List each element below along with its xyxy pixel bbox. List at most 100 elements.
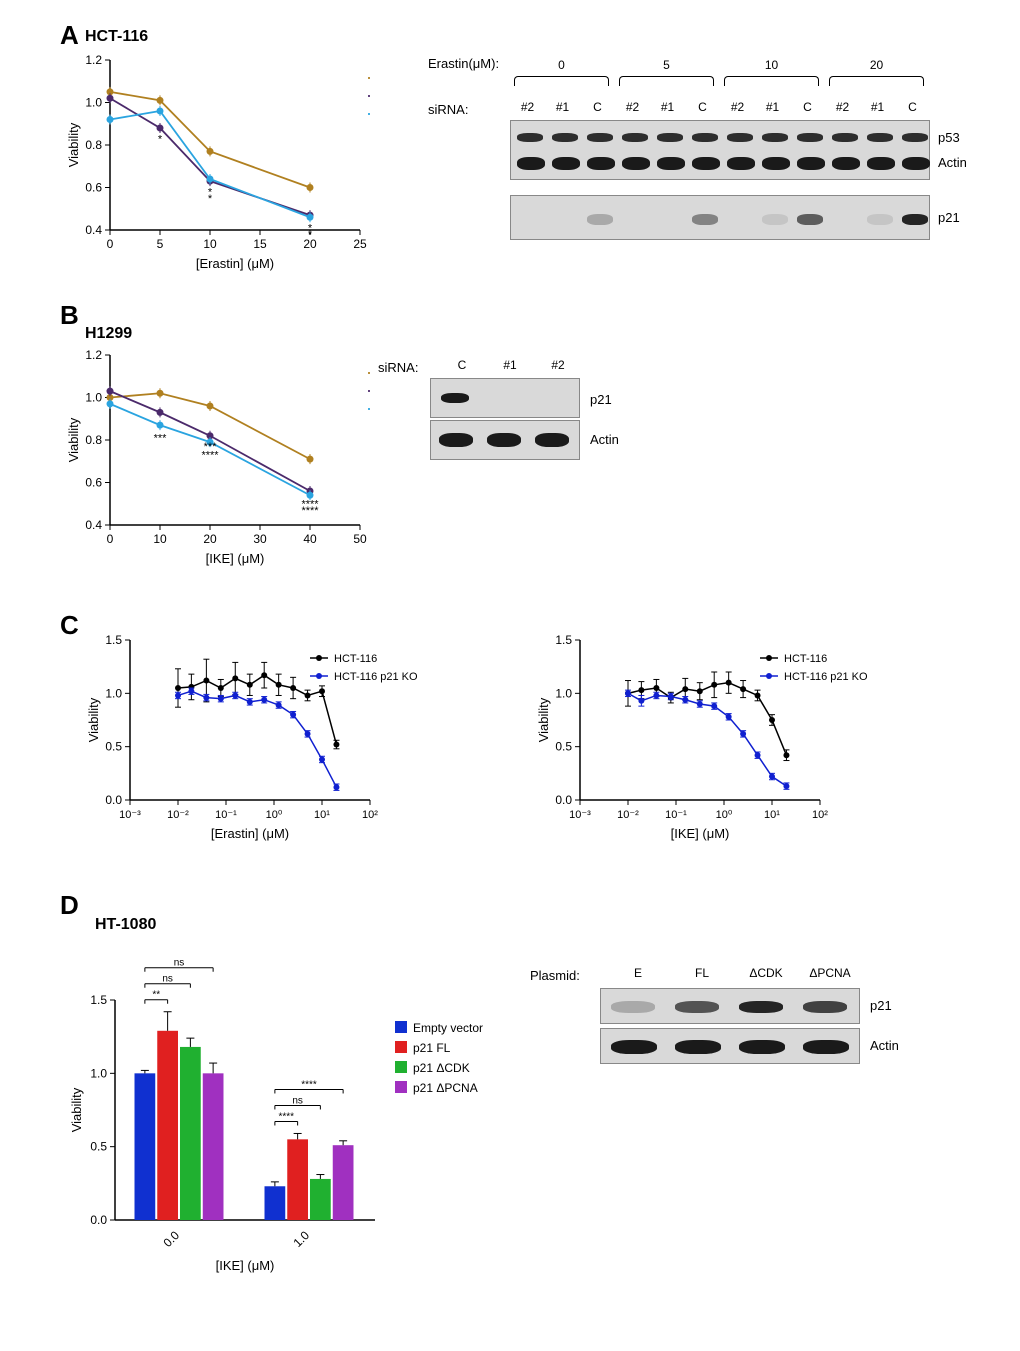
svg-text:****: **** (301, 505, 319, 517)
svg-text:****: **** (301, 1079, 317, 1090)
svg-text:1.0: 1.0 (105, 686, 122, 700)
panel-a-group-label: 20 (829, 58, 924, 72)
svg-text:****: **** (278, 1111, 294, 1122)
panel-a-lane-label: C (895, 100, 930, 114)
svg-text:40: 40 (303, 532, 317, 546)
svg-text:0.4: 0.4 (85, 223, 102, 237)
svg-text:*: * (158, 133, 163, 145)
panel-a-blot-p21 (510, 195, 930, 240)
svg-text:HCT-116: HCT-116 (784, 653, 827, 665)
svg-text:*: * (308, 229, 313, 241)
panel-d-label: D (60, 890, 79, 921)
svg-text:1.0: 1.0 (85, 391, 102, 405)
svg-text:0.8: 0.8 (85, 138, 102, 152)
panel-a-p53-label: p53 (938, 130, 960, 145)
panel-c-chart-left: 10⁻³10⁻²10⁻¹10⁰10¹10²0.00.51.01.5[Erasti… (80, 630, 480, 860)
panel-d-lane-label: FL (670, 966, 734, 980)
svg-text:10⁻¹: 10⁻¹ (665, 809, 687, 821)
svg-text:*: * (208, 193, 213, 205)
panel-b-chart: 010203040500.40.60.81.01.2[IKE] (μM)Viab… (60, 345, 370, 575)
svg-text:0.4: 0.4 (85, 518, 102, 532)
panel-d-lane-label: ΔPCNA (798, 966, 862, 980)
panel-b-lane-label: #1 (486, 358, 534, 372)
panel-d-sublabel: HT-1080 (95, 916, 156, 934)
panel-a-lane-label: #1 (860, 100, 895, 114)
panel-b-actin-label: Actin (590, 432, 619, 447)
svg-text:[IKE] (μM): [IKE] (μM) (206, 551, 265, 566)
panel-a-group-bracket (829, 76, 924, 86)
svg-text:Viability: Viability (536, 697, 551, 742)
panel-d-lane-label: ΔCDK (734, 966, 798, 980)
svg-text:10: 10 (153, 532, 167, 546)
svg-text:50: 50 (353, 532, 367, 546)
panel-d-p21-label: p21 (870, 998, 892, 1013)
svg-text:p21 ΔCDK: p21 ΔCDK (413, 1061, 470, 1075)
panel-b-label: B (60, 300, 79, 331)
svg-text:****: **** (201, 450, 219, 462)
panel-a-lane-label: #2 (825, 100, 860, 114)
panel-d-blot-actin (600, 1028, 860, 1064)
panel-b-blot-p21 (430, 378, 580, 418)
svg-text:ns: ns (292, 1095, 303, 1106)
svg-text:0.8: 0.8 (85, 433, 102, 447)
panel-a-chart: 05101520250.40.60.81.01.2[Erastin] (μM)V… (60, 50, 370, 280)
svg-text:HCT-116: HCT-116 (334, 653, 377, 665)
svg-text:1.5: 1.5 (105, 633, 122, 647)
svg-text:1.2: 1.2 (85, 348, 102, 362)
svg-text:0.5: 0.5 (555, 740, 572, 754)
svg-text:0: 0 (107, 237, 114, 251)
svg-text:10⁻²: 10⁻² (167, 809, 189, 821)
panel-b-sublabel: H1299 (85, 325, 132, 343)
svg-text:HCT-116 p21 KO: HCT-116 p21 KO (334, 671, 418, 683)
panel-d-actin-label: Actin (870, 1038, 899, 1053)
svg-text:25: 25 (353, 237, 367, 251)
svg-text:ns: ns (162, 974, 173, 985)
panel-a-group-label: 0 (514, 58, 609, 72)
panel-a-sirna-label: siRNA: (428, 102, 468, 117)
svg-text:1.0: 1.0 (555, 686, 572, 700)
panel-a-group-bracket (619, 76, 714, 86)
svg-text:0.0: 0.0 (555, 793, 572, 807)
svg-text:Viability: Viability (69, 1087, 84, 1132)
svg-text:1.5: 1.5 (555, 633, 572, 647)
svg-text:15: 15 (253, 237, 267, 251)
panel-b-sirna-label: siRNA: (378, 360, 418, 375)
panel-a-sublabel: HCT-116 (85, 28, 148, 46)
svg-text:0.0: 0.0 (160, 1228, 182, 1250)
panel-a-blot-p53-actin (510, 120, 930, 180)
panel-c-chart-right: 10⁻³10⁻²10⁻¹10⁰10¹10²0.00.51.01.5[IKE] (… (530, 630, 930, 860)
svg-text:Viability: Viability (66, 122, 81, 167)
panel-d-plasmid-label: Plasmid: (530, 968, 580, 983)
svg-text:20: 20 (203, 532, 217, 546)
svg-text:10⁰: 10⁰ (266, 809, 283, 821)
panel-a-lane-label: C (580, 100, 615, 114)
panel-b-lane-label: C (438, 358, 486, 372)
svg-text:ns: ns (174, 958, 185, 969)
svg-text:**: ** (152, 990, 160, 1001)
panel-d-blot-p21 (600, 988, 860, 1024)
svg-text:10¹: 10¹ (314, 809, 330, 821)
svg-text:Viability: Viability (86, 697, 101, 742)
svg-text:1.2: 1.2 (85, 53, 102, 67)
svg-text:p21 FL: p21 FL (413, 1041, 451, 1055)
panel-a-lane-label: #1 (755, 100, 790, 114)
svg-text:10²: 10² (362, 809, 378, 821)
svg-text:[IKE] (μM): [IKE] (μM) (671, 826, 730, 841)
svg-text:0.0: 0.0 (105, 793, 122, 807)
svg-text:30: 30 (253, 532, 267, 546)
panel-a-lane-label: #1 (650, 100, 685, 114)
panel-a-lane-label: #2 (510, 100, 545, 114)
svg-text:10: 10 (203, 237, 217, 251)
panel-a-actin-label: Actin (938, 155, 967, 170)
svg-text:10¹: 10¹ (764, 809, 780, 821)
svg-text:[Erastin] (μM): [Erastin] (μM) (211, 826, 289, 841)
svg-text:Viability: Viability (66, 417, 81, 462)
panel-a-label: A (60, 20, 79, 51)
svg-text:10²: 10² (812, 809, 828, 821)
svg-text:0.6: 0.6 (85, 476, 102, 490)
panel-a-p21-label: p21 (938, 210, 960, 225)
svg-text:10⁰: 10⁰ (716, 809, 733, 821)
svg-text:1.0: 1.0 (90, 1066, 107, 1080)
svg-text:1.5: 1.5 (90, 993, 107, 1007)
panel-a-lane-label: C (790, 100, 825, 114)
